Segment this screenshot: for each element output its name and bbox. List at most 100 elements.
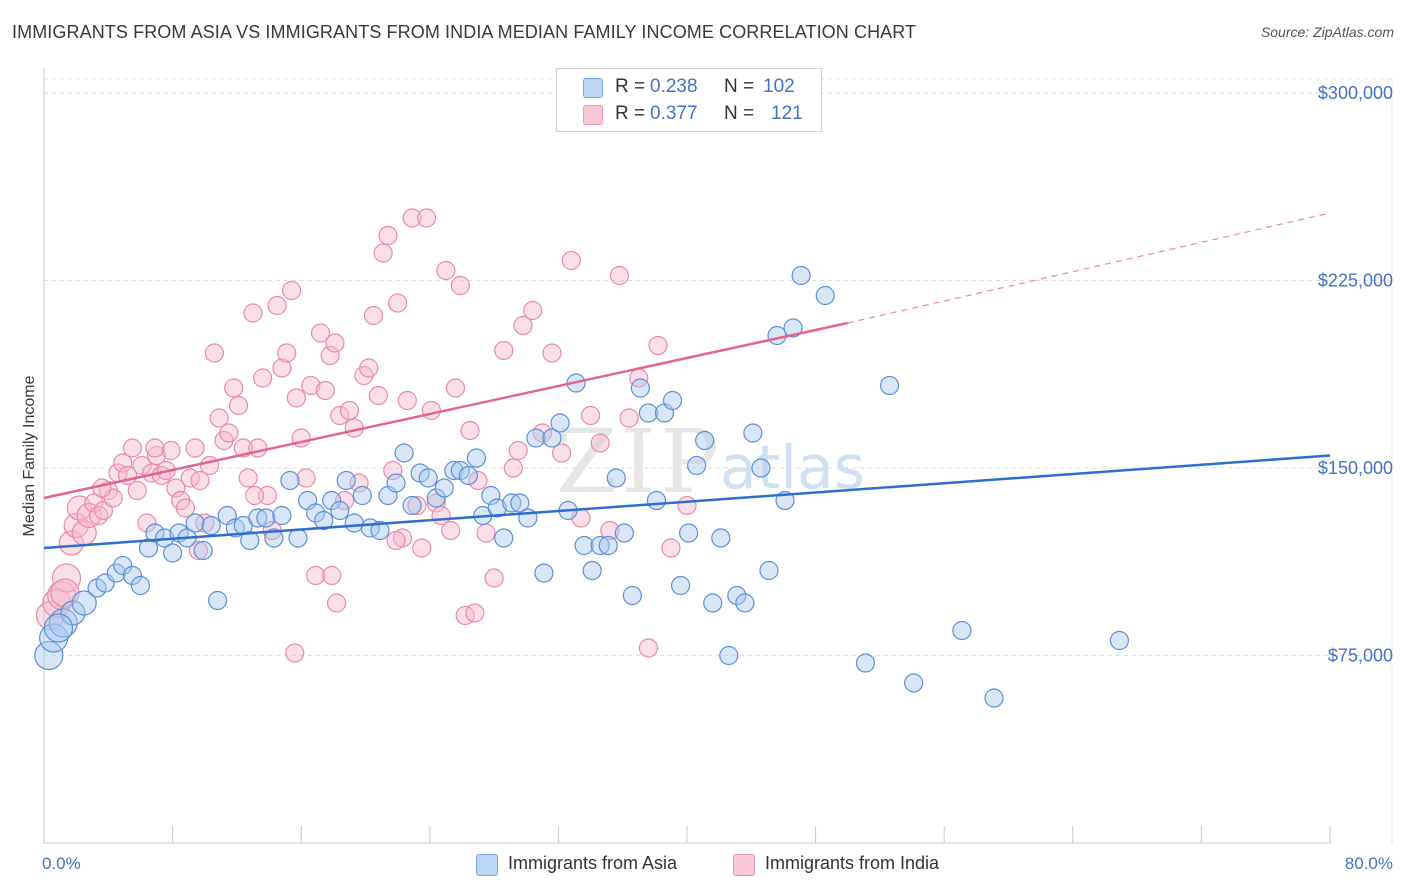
india-point-44 bbox=[253, 368, 273, 388]
india-point-75 bbox=[402, 208, 422, 228]
india-point-83 bbox=[441, 520, 461, 541]
india-point-42 bbox=[243, 303, 263, 323]
asia-point-93 bbox=[791, 265, 811, 286]
india-point-22 bbox=[146, 445, 167, 466]
asia-point-10 bbox=[130, 575, 151, 596]
asia-point-77 bbox=[662, 390, 683, 411]
asia-point-42 bbox=[386, 473, 406, 493]
india-point-33 bbox=[199, 455, 220, 476]
asia-point-46 bbox=[418, 468, 438, 488]
asia-point-14 bbox=[163, 543, 183, 563]
india-point-34 bbox=[204, 343, 224, 363]
legend-swatch-india bbox=[583, 105, 603, 125]
asia-point-12 bbox=[145, 523, 165, 543]
india-point-9 bbox=[84, 493, 104, 513]
india-point-113 bbox=[386, 530, 406, 551]
asia-point-89 bbox=[759, 560, 779, 581]
india-point-35 bbox=[209, 408, 229, 428]
asia-point-52 bbox=[466, 448, 487, 468]
india-point-66 bbox=[359, 358, 379, 378]
watermark-atlas: atlas bbox=[720, 433, 865, 503]
india-point-15 bbox=[113, 453, 133, 473]
india-point-92 bbox=[503, 458, 523, 478]
asia-point-79 bbox=[679, 523, 699, 543]
india-point-106 bbox=[638, 638, 659, 658]
asia-point-85 bbox=[727, 585, 747, 606]
asia-point-40 bbox=[370, 520, 390, 541]
india-point-93 bbox=[513, 315, 533, 336]
india-point-54 bbox=[301, 375, 321, 396]
india-point-30 bbox=[185, 438, 205, 458]
india-point-48 bbox=[272, 358, 292, 378]
asia-point-24 bbox=[240, 530, 260, 551]
india-point-115 bbox=[508, 440, 528, 461]
legend-swatch-asia bbox=[583, 78, 603, 98]
india-point-94 bbox=[523, 300, 543, 321]
asia-point-80 bbox=[687, 455, 707, 476]
asia-point-97 bbox=[904, 673, 924, 693]
india-point-50 bbox=[281, 280, 302, 301]
asia-point-98 bbox=[952, 620, 972, 641]
india-point-76 bbox=[407, 495, 427, 516]
india-point-89 bbox=[476, 523, 496, 543]
india-point-114 bbox=[465, 603, 485, 623]
x-tick-label-1: 80.0% bbox=[1345, 854, 1393, 873]
trend-line-asia bbox=[43, 454, 1331, 550]
asia-point-29 bbox=[280, 470, 300, 491]
asia-point-43 bbox=[394, 443, 414, 463]
india-point-18 bbox=[127, 480, 147, 501]
asia-point-33 bbox=[314, 510, 334, 531]
asia-point-25 bbox=[248, 508, 268, 528]
india-point-87 bbox=[460, 420, 480, 441]
india-point-3 bbox=[51, 563, 82, 593]
india-point-110 bbox=[322, 565, 342, 586]
india-point-55 bbox=[306, 565, 326, 586]
india-point-77 bbox=[412, 538, 432, 558]
x-tick-label-0: 0.0% bbox=[42, 854, 81, 873]
y-tick-label-3: $300,000 bbox=[1318, 83, 1393, 103]
asia-point-82 bbox=[703, 593, 723, 613]
y-axis-label: Median Family Income bbox=[21, 375, 38, 536]
asia-point-0 bbox=[34, 640, 64, 671]
legend-r-value-asia: 0.238 bbox=[650, 76, 698, 97]
india-point-1 bbox=[42, 588, 72, 618]
asia-point-32 bbox=[306, 503, 326, 523]
india-point-120 bbox=[50, 578, 80, 608]
chart-source: Source: ZipAtlas.com bbox=[1260, 24, 1394, 40]
asia-point-30 bbox=[288, 528, 308, 548]
asia-point-63 bbox=[550, 413, 570, 433]
bottom-legend-swatch-asia bbox=[476, 854, 498, 876]
asia-point-74 bbox=[638, 403, 659, 423]
india-point-107 bbox=[648, 335, 668, 356]
india-point-79 bbox=[421, 400, 442, 421]
india-point-95 bbox=[532, 423, 552, 443]
asia-point-38 bbox=[352, 485, 372, 506]
asia-point-70 bbox=[606, 468, 626, 488]
india-point-57 bbox=[315, 380, 335, 401]
asia-point-19 bbox=[201, 515, 221, 536]
series-asia-points bbox=[34, 265, 1130, 708]
india-point-104 bbox=[619, 408, 639, 428]
india-point-108 bbox=[661, 538, 681, 558]
legend-n-label-asia: N = bbox=[724, 76, 755, 97]
india-point-82 bbox=[436, 260, 456, 281]
india-point-67 bbox=[363, 305, 384, 326]
india-point-117 bbox=[188, 540, 208, 561]
india-point-38 bbox=[224, 378, 244, 398]
asia-point-87 bbox=[743, 423, 763, 443]
india-point-49 bbox=[277, 343, 297, 363]
asia-point-17 bbox=[185, 513, 205, 533]
india-point-97 bbox=[552, 443, 572, 463]
india-point-26 bbox=[166, 478, 186, 498]
asia-point-92 bbox=[783, 318, 803, 338]
legend-n-value-india: 121 bbox=[771, 103, 803, 124]
asia-point-36 bbox=[336, 470, 356, 491]
trend-line-india bbox=[43, 321, 849, 500]
india-point-109 bbox=[677, 495, 697, 516]
series-india-points bbox=[35, 208, 697, 663]
trend-lines bbox=[43, 212, 1331, 550]
india-point-96 bbox=[542, 343, 562, 363]
asia-point-44 bbox=[402, 495, 422, 516]
chart-title: IMMIGRANTS FROM ASIA VS IMMIGRANTS FROM … bbox=[12, 22, 917, 42]
